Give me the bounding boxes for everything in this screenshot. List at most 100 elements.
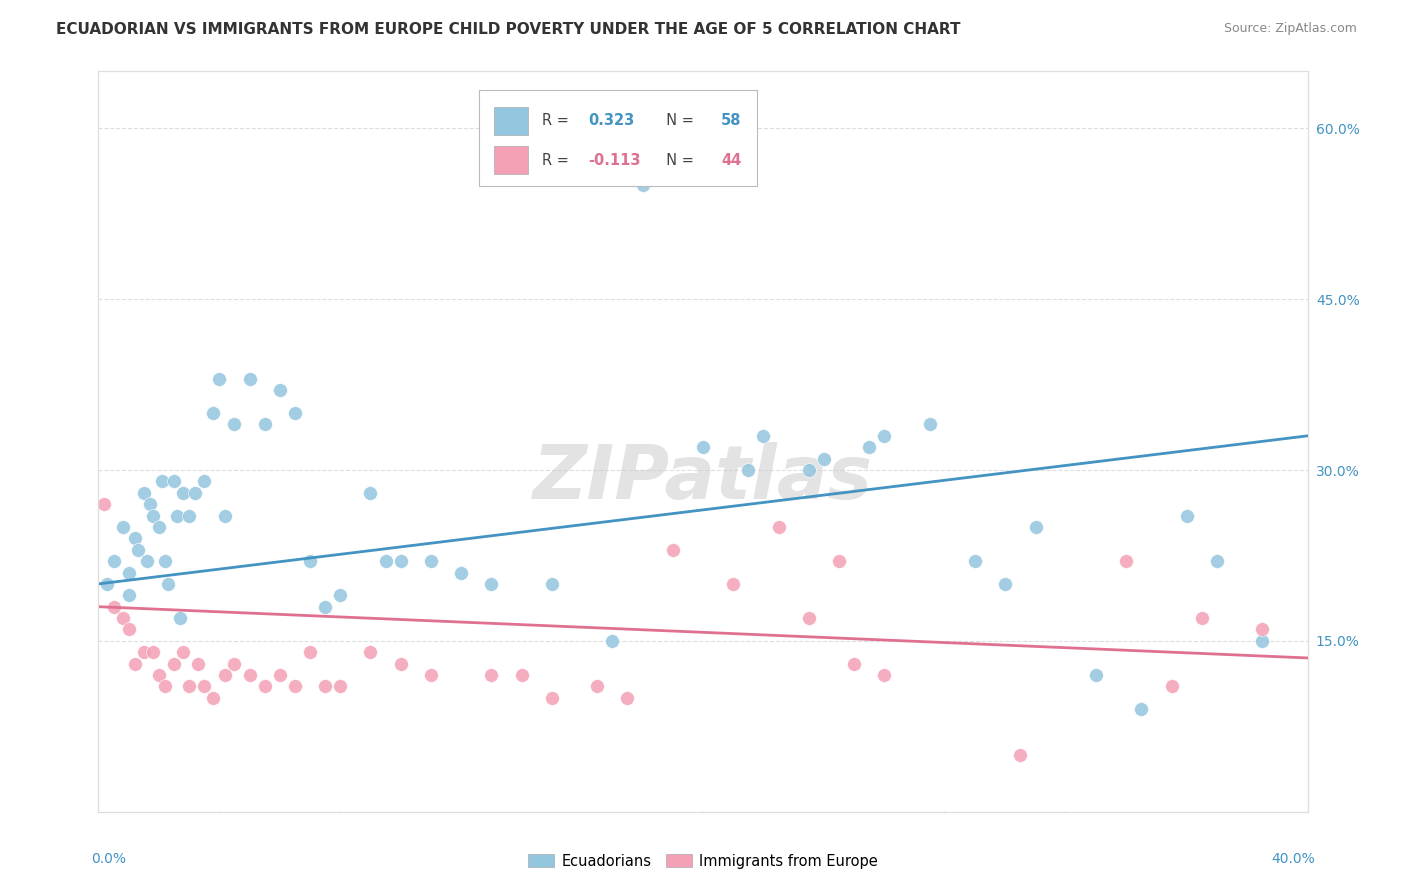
FancyBboxPatch shape xyxy=(479,90,758,186)
Point xyxy=(1206,554,1229,568)
Point xyxy=(187,657,209,671)
Legend: Ecuadorians, Immigrants from Europe: Ecuadorians, Immigrants from Europe xyxy=(522,848,884,875)
Point xyxy=(118,566,141,580)
Point xyxy=(873,668,896,682)
Point xyxy=(510,668,533,682)
Point xyxy=(360,645,382,659)
Point xyxy=(752,429,775,443)
Text: 40.0%: 40.0% xyxy=(1271,852,1315,866)
Point xyxy=(172,485,194,500)
Text: R =: R = xyxy=(543,113,574,128)
Text: Source: ZipAtlas.com: Source: ZipAtlas.com xyxy=(1223,22,1357,36)
Point xyxy=(184,485,207,500)
Point xyxy=(239,372,262,386)
Point xyxy=(1191,611,1213,625)
Point xyxy=(797,611,820,625)
Point xyxy=(93,497,115,511)
Point xyxy=(127,542,149,557)
Point xyxy=(540,577,562,591)
Point xyxy=(132,485,155,500)
Point xyxy=(918,417,941,432)
Point xyxy=(166,508,188,523)
Point xyxy=(481,577,503,591)
Point xyxy=(314,680,336,694)
Point xyxy=(253,680,276,694)
Point xyxy=(148,668,170,682)
Text: ZIPatlas: ZIPatlas xyxy=(533,442,873,515)
Point xyxy=(329,588,352,602)
Point xyxy=(631,178,654,193)
Point xyxy=(1175,508,1198,523)
Point xyxy=(314,599,336,614)
Point xyxy=(239,668,262,682)
Point xyxy=(586,680,609,694)
Point xyxy=(858,440,880,454)
Text: 0.0%: 0.0% xyxy=(91,852,127,866)
Point xyxy=(96,577,118,591)
Point xyxy=(813,451,835,466)
Point xyxy=(179,680,201,694)
Point xyxy=(103,599,125,614)
Point xyxy=(540,690,562,705)
Text: N =: N = xyxy=(657,153,699,168)
Point xyxy=(374,554,396,568)
Point xyxy=(602,633,624,648)
Point xyxy=(844,657,866,671)
Point xyxy=(420,668,443,682)
Point xyxy=(135,554,157,568)
Point xyxy=(1024,520,1046,534)
Text: 58: 58 xyxy=(721,113,741,128)
Point xyxy=(132,645,155,659)
Point xyxy=(389,657,412,671)
Point xyxy=(118,588,141,602)
Point xyxy=(1251,633,1274,648)
Point xyxy=(111,520,134,534)
Point xyxy=(329,680,352,694)
Point xyxy=(193,680,215,694)
Point xyxy=(616,690,638,705)
Point xyxy=(1160,680,1182,694)
Point xyxy=(299,645,322,659)
Point xyxy=(723,577,745,591)
FancyBboxPatch shape xyxy=(494,107,527,135)
Point xyxy=(214,668,236,682)
Point xyxy=(169,611,191,625)
Point xyxy=(1115,554,1137,568)
Point xyxy=(139,497,162,511)
Point xyxy=(179,508,201,523)
Point xyxy=(797,463,820,477)
Point xyxy=(661,542,683,557)
Point xyxy=(420,554,443,568)
Point xyxy=(124,657,146,671)
Point xyxy=(153,554,176,568)
Point xyxy=(269,384,291,398)
Point xyxy=(360,485,382,500)
Point xyxy=(142,508,165,523)
Text: 44: 44 xyxy=(721,153,741,168)
Point xyxy=(153,680,176,694)
Point xyxy=(737,463,759,477)
Text: 0.323: 0.323 xyxy=(588,113,634,128)
Point xyxy=(299,554,322,568)
Point xyxy=(111,611,134,625)
Point xyxy=(124,532,146,546)
Point xyxy=(692,440,714,454)
Point xyxy=(202,690,225,705)
Point xyxy=(873,429,896,443)
Point xyxy=(103,554,125,568)
Point xyxy=(965,554,987,568)
Point xyxy=(994,577,1017,591)
Point xyxy=(163,475,186,489)
Point xyxy=(156,577,179,591)
Point xyxy=(284,680,307,694)
Point xyxy=(450,566,472,580)
Point xyxy=(202,406,225,420)
Point xyxy=(208,372,231,386)
Point xyxy=(224,657,246,671)
Point xyxy=(1251,623,1274,637)
Text: R =: R = xyxy=(543,153,574,168)
Point xyxy=(172,645,194,659)
Point xyxy=(150,475,173,489)
Point xyxy=(214,508,236,523)
Point xyxy=(481,668,503,682)
